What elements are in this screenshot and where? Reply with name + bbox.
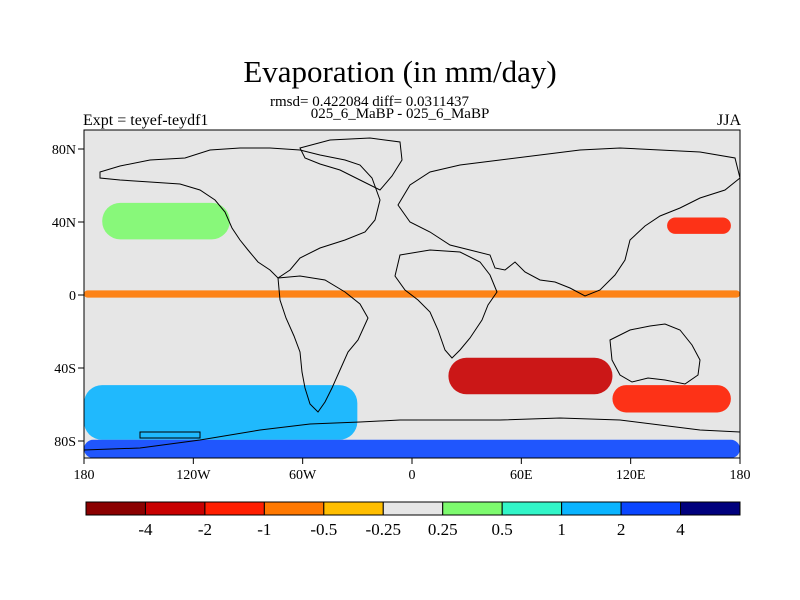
x-tick-label: 60E (510, 468, 533, 483)
colorbar-label: -0.5 (310, 520, 337, 539)
colorbar-swatch (561, 501, 622, 516)
axis-layer: 180 120W 60W 0 60E 120E 180 80N 40N 0 40S 80S (52, 143, 751, 483)
colorbar-label: 2 (617, 520, 626, 539)
colorbar-swatch (620, 501, 682, 516)
plot-stats: rmsd= 0.422084 diff= 0.0311437 (270, 94, 469, 110)
antarctica-outline (84, 417, 740, 451)
y-tick-label: 80S (54, 435, 76, 450)
colorbar-swatch (85, 501, 146, 516)
greenland-outline (299, 137, 403, 191)
colorbar-swatch (323, 501, 384, 516)
x-tick-label: 60W (289, 468, 317, 483)
colorbar-label: 4 (676, 520, 685, 539)
ice-shelf-outline (139, 431, 201, 439)
field-kuroshio-negative (667, 217, 731, 234)
colorbar-label: -0.25 (366, 520, 401, 539)
x-tick-label: 0 (409, 468, 416, 483)
eurasia-outline (397, 147, 740, 297)
field-north-pacific-positive (102, 202, 230, 240)
season-label: JJA (716, 112, 741, 129)
colorbar-swatch (204, 501, 265, 516)
x-tick-label: 120W (176, 468, 211, 483)
experiment-label: Expt = teyef-teydf1 (83, 112, 209, 129)
continent-outlines (84, 137, 740, 451)
field-australia-south-negative (612, 385, 731, 413)
colorbar-swatch (680, 501, 741, 516)
colorbar-swatch (144, 501, 206, 516)
x-tick-label: 180 (730, 468, 751, 483)
x-tick-label: 120E (616, 468, 646, 483)
north-america-outline (99, 147, 381, 279)
colorbar: -4 -2 -1 -0.5 -0.25 0.25 0.5 1 2 4 (85, 501, 741, 539)
y-tick-label: 80N (52, 143, 76, 158)
plot-subtitle: 025_6_MaBP - 025_6_MaBP (310, 106, 490, 122)
colorbar-label: -1 (257, 520, 271, 539)
map-field (84, 130, 740, 458)
australia-outline (609, 323, 701, 385)
colorbar-swatch (442, 501, 503, 516)
colorbar-label: 0.5 (492, 520, 513, 539)
field-southern-ocean-positive (84, 385, 358, 440)
y-tick-label: 0 (69, 289, 76, 304)
x-tick-label: 180 (74, 468, 95, 483)
colorbar-label: 1 (557, 520, 566, 539)
field-equatorial-negative (84, 290, 740, 298)
field-south-atlantic-indian-negative (448, 357, 613, 395)
colorbar-label: -4 (138, 520, 153, 539)
colorbar-swatch (263, 501, 325, 516)
south-america-outline (277, 275, 369, 413)
plot-title: Evaporation (in mm/day) (243, 54, 557, 89)
colorbar-label: 0.25 (428, 520, 458, 539)
field-antarctic-coast-positive (84, 439, 740, 458)
y-tick-label: 40N (52, 216, 76, 231)
y-tick-label: 40S (54, 362, 76, 377)
colorbar-swatch (501, 501, 563, 516)
colorbar-label: -2 (198, 520, 212, 539)
africa-outline (394, 249, 498, 359)
colorbar-swatch (382, 501, 444, 516)
